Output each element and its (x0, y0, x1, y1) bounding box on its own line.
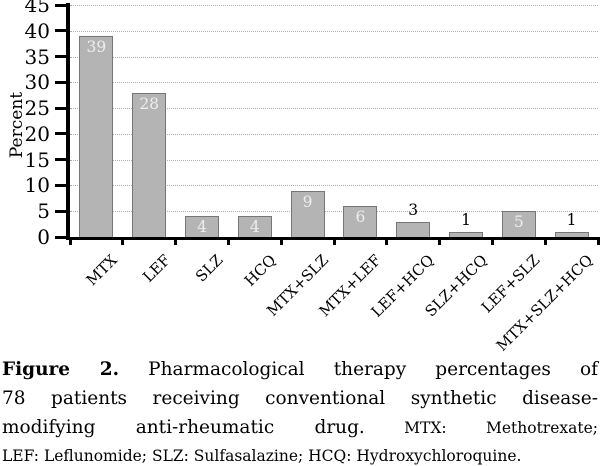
bar (449, 231, 483, 237)
x-tick (226, 237, 230, 245)
y-tick (55, 158, 67, 162)
y-tick-label: 15 (24, 147, 50, 172)
x-tick (438, 237, 442, 245)
y-tick (55, 209, 67, 213)
y-tick-label: 10 (24, 173, 50, 198)
x-tick-label: SLZ (192, 251, 227, 286)
caption-text: MTX: Methotrexate; (364, 419, 598, 437)
bar (79, 35, 114, 237)
y-tick-label: 35 (24, 44, 50, 69)
caption-line: Figure 2. Pharmacological therapy percen… (2, 355, 598, 384)
y-tick-label: 0 (37, 225, 50, 249)
bar (185, 216, 219, 237)
caption-line: LEF: Leflunomide; SLZ: Sulfasalazine; HC… (2, 443, 598, 466)
x-axis-line (66, 237, 598, 240)
gridline (70, 133, 598, 135)
gridline (70, 30, 598, 32)
gridline (70, 108, 598, 110)
x-tick-label: LEF (139, 251, 174, 286)
y-tick (55, 55, 67, 59)
x-tick (385, 237, 389, 245)
y-tick (55, 80, 67, 84)
caption-text: 78 patients receiving conventional synth… (2, 388, 598, 409)
x-tick (68, 237, 72, 245)
y-tick-label: 40 (24, 18, 50, 43)
bar (237, 216, 272, 237)
gridline (70, 56, 598, 58)
bar-value-label: 1 (461, 210, 471, 229)
y-tick (55, 132, 67, 136)
y-tick-label: 45 (24, 0, 50, 17)
gridline (70, 82, 598, 84)
y-tick-label: 5 (37, 199, 50, 224)
bar (132, 92, 167, 237)
caption-line: 78 patients receiving conventional synth… (2, 384, 598, 413)
y-tick-label: 30 (24, 70, 50, 95)
x-tick-label: HCQ (240, 251, 280, 290)
gridline (70, 185, 598, 187)
bar (554, 231, 589, 237)
y-tick-label: 25 (24, 96, 50, 121)
plot-area: Percent 0 5 10 15 20 25 30 35 40 45 39 MTX 28 LEF 4 SLZ… (7, 0, 600, 355)
x-tick-label: MTX+SLZ+HCQ (492, 251, 597, 355)
x-tick-label: MTX (82, 251, 122, 290)
caption-text: LEF: Leflunomide; SLZ: Sulfasalazine; HC… (2, 447, 522, 465)
bar-value-label: 9 (302, 192, 313, 211)
x-tick (596, 237, 600, 245)
x-tick (490, 237, 494, 245)
chart-area: Percent 0 5 10 15 20 25 30 35 40 45 39 MTX 28 LEF 4 SLZ… (7, 0, 600, 355)
x-tick (543, 237, 547, 245)
gridline (70, 5, 598, 6)
bar-value-label: 3 (408, 200, 419, 219)
y-tick (55, 3, 67, 7)
bar-value-label: 4 (197, 218, 207, 237)
caption-text: Pharmacological therapy percentages of (119, 359, 598, 380)
caption-line: modifying anti-rheumatic drug. MTX: Meth… (2, 413, 598, 443)
bar (290, 190, 325, 237)
bar (343, 206, 378, 237)
bar-value-label: 5 (513, 213, 524, 232)
gridline (70, 211, 598, 213)
bar (501, 211, 536, 237)
figure-caption: Figure 2. Pharmacological therapy percen… (0, 355, 600, 466)
y-tick (55, 235, 67, 239)
caption-text: modifying anti-rheumatic drug. (2, 417, 365, 438)
caption-text: Figure 2. (2, 359, 120, 380)
bar (396, 221, 431, 237)
y-tick-label: 20 (24, 121, 50, 146)
y-tick (55, 106, 67, 110)
bar-value-label: 4 (249, 218, 260, 237)
y-axis-line (66, 3, 70, 240)
bar-value-label: 39 (86, 37, 107, 56)
y-tick (55, 183, 67, 187)
bar-value-label: 28 (139, 94, 160, 113)
y-tick (55, 29, 67, 33)
x-tick (279, 237, 283, 245)
x-tick (121, 237, 125, 245)
x-tick (174, 237, 178, 245)
bar-value-label: 6 (355, 208, 366, 227)
x-tick (332, 237, 336, 245)
bar-value-label: 1 (566, 210, 577, 229)
gridline (70, 159, 598, 161)
